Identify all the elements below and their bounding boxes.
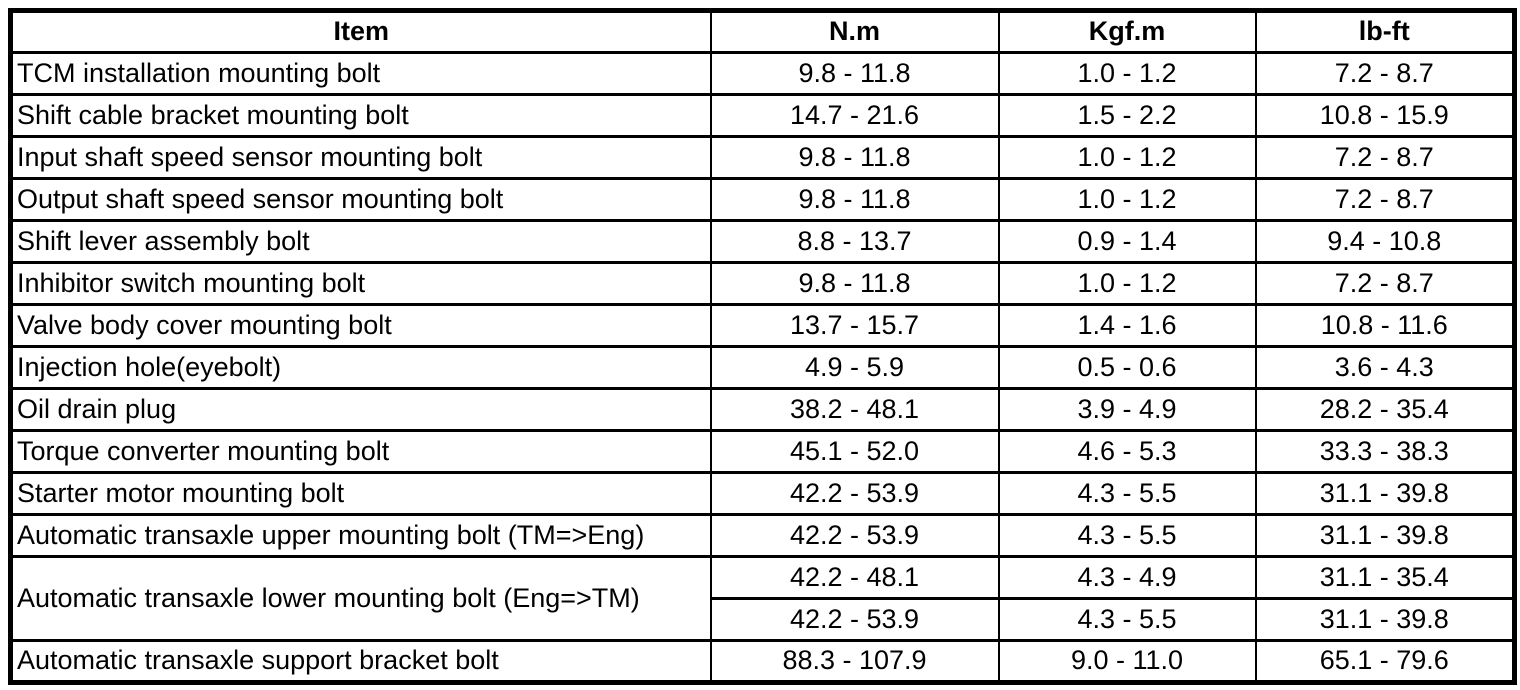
torque-spec-table: Item N.m Kgf.m lb-ft TCM installation mo… — [8, 8, 1517, 685]
kgfm-cell: 1.0 - 1.2 — [997, 51, 1257, 96]
table-row: TCM installation mounting bolt 9.8 - 11.… — [9, 51, 1516, 96]
nm-cell: 42.2 - 53.9 — [709, 597, 1000, 642]
table-row: Output shaft speed sensor mounting bolt … — [9, 177, 1516, 222]
kgfm-cell: 4.3 - 5.5 — [997, 597, 1257, 642]
nm-cell: 9.8 - 11.8 — [709, 135, 1000, 180]
lbft-cell: 65.1 - 79.6 — [1254, 639, 1516, 684]
kgfm-cell: 4.3 - 5.5 — [997, 513, 1257, 558]
lbft-cell: 7.2 - 8.7 — [1254, 51, 1516, 96]
lbft-cell: 10.8 - 11.6 — [1254, 303, 1516, 348]
kgfm-cell: 4.3 - 4.9 — [997, 555, 1257, 600]
kgfm-cell: 1.5 - 2.2 — [997, 93, 1257, 138]
header-row: Item N.m Kgf.m lb-ft — [9, 9, 1516, 54]
column-header-item: Item — [9, 9, 712, 54]
kgfm-cell: 0.9 - 1.4 — [997, 219, 1257, 264]
item-cell: Injection hole(eyebolt) — [9, 345, 712, 390]
nm-cell: 4.9 - 5.9 — [709, 345, 1000, 390]
table-row: Input shaft speed sensor mounting bolt 9… — [9, 135, 1516, 180]
kgfm-cell: 4.6 - 5.3 — [997, 429, 1257, 474]
kgfm-cell: 0.5 - 0.6 — [997, 345, 1257, 390]
nm-cell: 38.2 - 48.1 — [709, 387, 1000, 432]
column-header-nm: N.m — [709, 9, 1000, 54]
table-row: Torque converter mounting bolt 45.1 - 52… — [9, 429, 1516, 474]
lbft-cell: 10.8 - 15.9 — [1254, 93, 1516, 138]
kgfm-cell: 3.9 - 4.9 — [997, 387, 1257, 432]
table-row-continuation: 42.2 - 53.9 4.3 - 5.5 31.1 - 39.8 — [11, 597, 1516, 642]
item-cell: Torque converter mounting bolt — [9, 429, 712, 474]
nm-cell: 9.8 - 11.8 — [709, 51, 1000, 96]
nm-cell: 8.8 - 13.7 — [709, 219, 1000, 264]
table-row: Automatic transaxle support bracket bolt… — [9, 639, 1516, 684]
lbft-cell: 33.3 - 38.3 — [1254, 429, 1516, 474]
nm-cell: 13.7 - 15.7 — [709, 303, 1000, 348]
item-cell: Automatic transaxle upper mounting bolt … — [9, 513, 712, 558]
table-row: Valve body cover mounting bolt 13.7 - 15… — [9, 303, 1516, 348]
item-cell: Valve body cover mounting bolt — [9, 303, 712, 348]
item-cell: TCM installation mounting bolt — [9, 51, 712, 96]
lbft-cell: 7.2 - 8.7 — [1254, 261, 1516, 306]
lbft-cell: 31.1 - 39.8 — [1254, 513, 1516, 558]
nm-cell: 9.8 - 11.8 — [709, 261, 1000, 306]
table-row: Oil drain plug 38.2 - 48.1 3.9 - 4.9 28.… — [9, 387, 1516, 432]
lbft-cell: 9.4 - 10.8 — [1254, 219, 1516, 264]
nm-cell: 9.8 - 11.8 — [709, 177, 1000, 222]
lbft-cell: 3.6 - 4.3 — [1254, 345, 1516, 390]
item-cell-merged: Automatic transaxle lower mounting bolt … — [9, 555, 712, 642]
table-row: Shift lever assembly bolt 8.8 - 13.7 0.9… — [9, 219, 1516, 264]
kgfm-cell: 1.0 - 1.2 — [997, 177, 1257, 222]
table-row: Automatic transaxle lower mounting bolt … — [9, 555, 1516, 642]
table-row: Injection hole(eyebolt) 4.9 - 5.9 0.5 - … — [9, 345, 1516, 390]
kgfm-cell: 1.4 - 1.6 — [997, 303, 1257, 348]
lbft-cell: 28.2 - 35.4 — [1254, 387, 1516, 432]
column-header-lbft: lb-ft — [1254, 9, 1516, 54]
nm-cell: 42.2 - 53.9 — [709, 513, 1000, 558]
table-row: Starter motor mounting bolt 42.2 - 53.9 … — [9, 471, 1516, 516]
lbft-cell: 31.1 - 39.8 — [1254, 471, 1516, 516]
kgfm-cell: 1.0 - 1.2 — [997, 261, 1257, 306]
lbft-cell: 31.1 - 35.4 — [1254, 555, 1516, 600]
table-row: Inhibitor switch mounting bolt 9.8 - 11.… — [9, 261, 1516, 306]
nm-cell: 42.2 - 48.1 — [709, 555, 1000, 600]
item-cell: Starter motor mounting bolt — [9, 471, 712, 516]
kgfm-cell: 9.0 - 11.0 — [997, 639, 1257, 684]
nm-cell: 45.1 - 52.0 — [709, 429, 1000, 474]
kgfm-cell: 4.3 - 5.5 — [997, 471, 1257, 516]
item-cell: Automatic transaxle support bracket bolt — [9, 639, 712, 684]
item-cell: Input shaft speed sensor mounting bolt — [9, 135, 712, 180]
nm-cell: 14.7 - 21.6 — [709, 93, 1000, 138]
table-row: Automatic transaxle upper mounting bolt … — [9, 513, 1516, 558]
table-row: Shift cable bracket mounting bolt 14.7 -… — [9, 93, 1516, 138]
lbft-cell: 31.1 - 39.8 — [1254, 597, 1516, 642]
item-cell: Inhibitor switch mounting bolt — [9, 261, 712, 306]
nm-cell: 42.2 - 53.9 — [709, 471, 1000, 516]
lbft-cell: 7.2 - 8.7 — [1254, 135, 1516, 180]
lbft-cell: 7.2 - 8.7 — [1254, 177, 1516, 222]
item-cell: Shift cable bracket mounting bolt — [9, 93, 712, 138]
item-cell: Oil drain plug — [9, 387, 712, 432]
item-cell: Shift lever assembly bolt — [9, 219, 712, 264]
item-cell: Output shaft speed sensor mounting bolt — [9, 177, 712, 222]
column-header-kgfm: Kgf.m — [997, 9, 1257, 54]
nm-cell: 88.3 - 107.9 — [709, 639, 1000, 684]
kgfm-cell: 1.0 - 1.2 — [997, 135, 1257, 180]
